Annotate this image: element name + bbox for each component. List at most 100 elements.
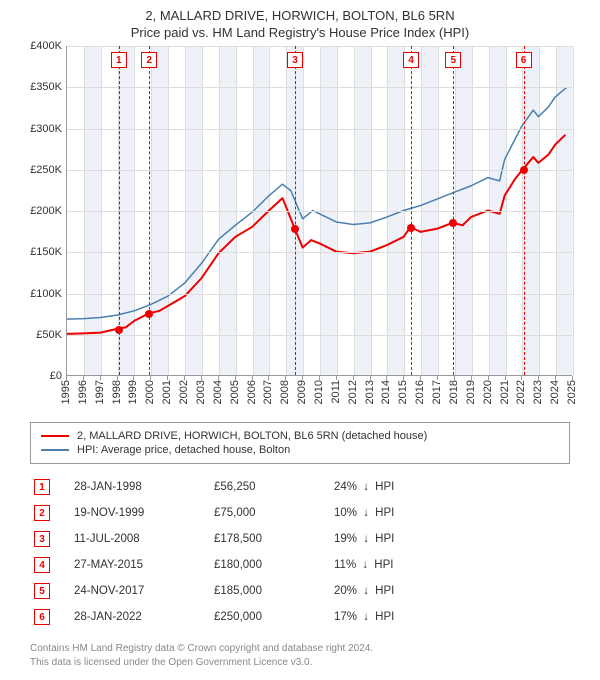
x-tick-label: 2014 (380, 380, 392, 404)
sale-event-marker: 2 (141, 52, 157, 68)
sale-price: £178,500 (214, 533, 334, 545)
gridline-horizontal (67, 129, 572, 130)
down-arrow-icon: ↓ (363, 585, 369, 597)
legend-label: HPI: Average price, detached house, Bolt… (77, 444, 290, 456)
down-arrow-icon: ↓ (362, 559, 368, 571)
gridline-horizontal (67, 294, 572, 295)
sale-hpi-diff: 17% ↓ HPI (334, 611, 444, 623)
x-tick-label: 2023 (532, 380, 544, 404)
y-tick-label: £300K (30, 123, 62, 135)
sale-date: 28-JAN-2022 (74, 611, 214, 623)
x-tick-label: 2012 (347, 380, 359, 404)
x-axis: 1995199619971998199920002001200220032004… (66, 376, 572, 416)
x-tick-label: 2011 (330, 380, 342, 404)
x-tick-label: 2001 (161, 380, 173, 404)
sale-date: 19-NOV-1999 (74, 507, 214, 519)
table-row: 5 24-NOV-2017£185,00020% ↓ HPI (30, 578, 570, 604)
gridline-horizontal (67, 87, 572, 88)
sale-price-dot (145, 310, 153, 318)
sale-event-line (411, 46, 412, 375)
legend: 2, MALLARD DRIVE, HORWICH, BOLTON, BL6 5… (30, 422, 570, 464)
gridline-horizontal (67, 335, 572, 336)
sale-hpi-diff: 20% ↓ HPI (334, 585, 444, 597)
x-tick-label: 1999 (127, 380, 139, 404)
x-tick-label: 2002 (178, 380, 190, 404)
sale-price-dot (115, 326, 123, 334)
x-tick-label: 2007 (262, 380, 274, 404)
table-row: 1 28-JAN-1998£56,25024% ↓ HPI (30, 474, 570, 500)
sale-price-dot (291, 225, 299, 233)
sale-hpi-diff: 24% ↓ HPI (334, 481, 444, 493)
sale-price-dot (520, 166, 528, 174)
x-tick-label: 2025 (566, 380, 578, 404)
sale-date: 28-JAN-1998 (74, 481, 214, 493)
sale-number-badge: 2 (34, 505, 50, 521)
sale-price: £250,000 (214, 611, 334, 623)
sale-price: £185,000 (214, 585, 334, 597)
gridline-horizontal (67, 46, 572, 47)
x-tick-label: 2016 (414, 380, 426, 404)
sale-hpi-diff: 11% ↓ HPI (334, 559, 444, 571)
sale-price-dot (407, 224, 415, 232)
x-tick-label: 2006 (246, 380, 258, 404)
x-tick-label: 1996 (77, 380, 89, 404)
sale-date: 24-NOV-2017 (74, 585, 214, 597)
y-tick-label: £350K (30, 81, 62, 93)
sale-event-line (524, 46, 525, 375)
table-row: 6 28-JAN-2022£250,00017% ↓ HPI (30, 604, 570, 630)
sale-event-line (149, 46, 150, 375)
sale-event-line (453, 46, 454, 375)
legend-item: HPI: Average price, detached house, Bolt… (41, 443, 559, 457)
sale-hpi-diff: 19% ↓ HPI (334, 533, 444, 545)
gridline-horizontal (67, 170, 572, 171)
sale-number-badge: 5 (34, 583, 50, 599)
x-tick-label: 2005 (229, 380, 241, 404)
legend-label: 2, MALLARD DRIVE, HORWICH, BOLTON, BL6 5… (77, 430, 427, 442)
x-tick-label: 2018 (448, 380, 460, 404)
series-line-hpi (67, 87, 567, 319)
x-tick-label: 2008 (279, 380, 291, 404)
x-tick-label: 2019 (465, 380, 477, 404)
y-tick-label: £250K (30, 164, 62, 176)
price-chart: £0£50K£100K£150K£200K£250K£300K£350K£400… (20, 46, 580, 416)
sale-date: 27-MAY-2015 (74, 559, 214, 571)
x-tick-label: 1998 (111, 380, 123, 404)
down-arrow-icon: ↓ (363, 611, 369, 623)
sale-number-badge: 3 (34, 531, 50, 547)
sale-price: £180,000 (214, 559, 334, 571)
sale-event-marker: 6 (516, 52, 532, 68)
sale-number-badge: 1 (34, 479, 50, 495)
legend-item: 2, MALLARD DRIVE, HORWICH, BOLTON, BL6 5… (41, 429, 559, 443)
sale-event-marker: 4 (403, 52, 419, 68)
x-tick-label: 2024 (549, 380, 561, 404)
series-line-property (67, 135, 565, 334)
x-tick-label: 2013 (364, 380, 376, 404)
x-tick-label: 2021 (499, 380, 511, 404)
y-axis: £0£50K£100K£150K£200K£250K£300K£350K£400… (20, 46, 66, 376)
footer-line-1: Contains HM Land Registry data © Crown c… (30, 642, 570, 656)
attribution-footer: Contains HM Land Registry data © Crown c… (30, 642, 570, 669)
sale-price: £56,250 (214, 481, 334, 493)
x-tick-label: 2003 (195, 380, 207, 404)
x-tick-label: 2009 (296, 380, 308, 404)
x-tick-label: 2015 (397, 380, 409, 404)
sale-number-badge: 4 (34, 557, 50, 573)
y-tick-label: £400K (30, 40, 62, 52)
gridline-vertical (573, 46, 574, 375)
y-tick-label: £150K (30, 246, 62, 258)
x-tick-label: 1997 (94, 380, 106, 404)
sale-number-badge: 6 (34, 609, 50, 625)
x-tick-label: 2017 (431, 380, 443, 404)
x-tick-label: 2000 (144, 380, 156, 404)
sale-event-marker: 5 (445, 52, 461, 68)
sale-event-line (295, 46, 296, 375)
sale-date: 11-JUL-2008 (74, 533, 214, 545)
y-tick-label: £200K (30, 205, 62, 217)
chart-title-block: 2, MALLARD DRIVE, HORWICH, BOLTON, BL6 5… (10, 8, 590, 40)
table-row: 219-NOV-1999£75,00010% ↓ HPI (30, 500, 570, 526)
gridline-horizontal (67, 252, 572, 253)
x-tick-label: 1995 (60, 380, 72, 404)
x-tick-label: 2022 (515, 380, 527, 404)
sale-event-marker: 3 (287, 52, 303, 68)
title-address: 2, MALLARD DRIVE, HORWICH, BOLTON, BL6 5… (10, 8, 590, 23)
